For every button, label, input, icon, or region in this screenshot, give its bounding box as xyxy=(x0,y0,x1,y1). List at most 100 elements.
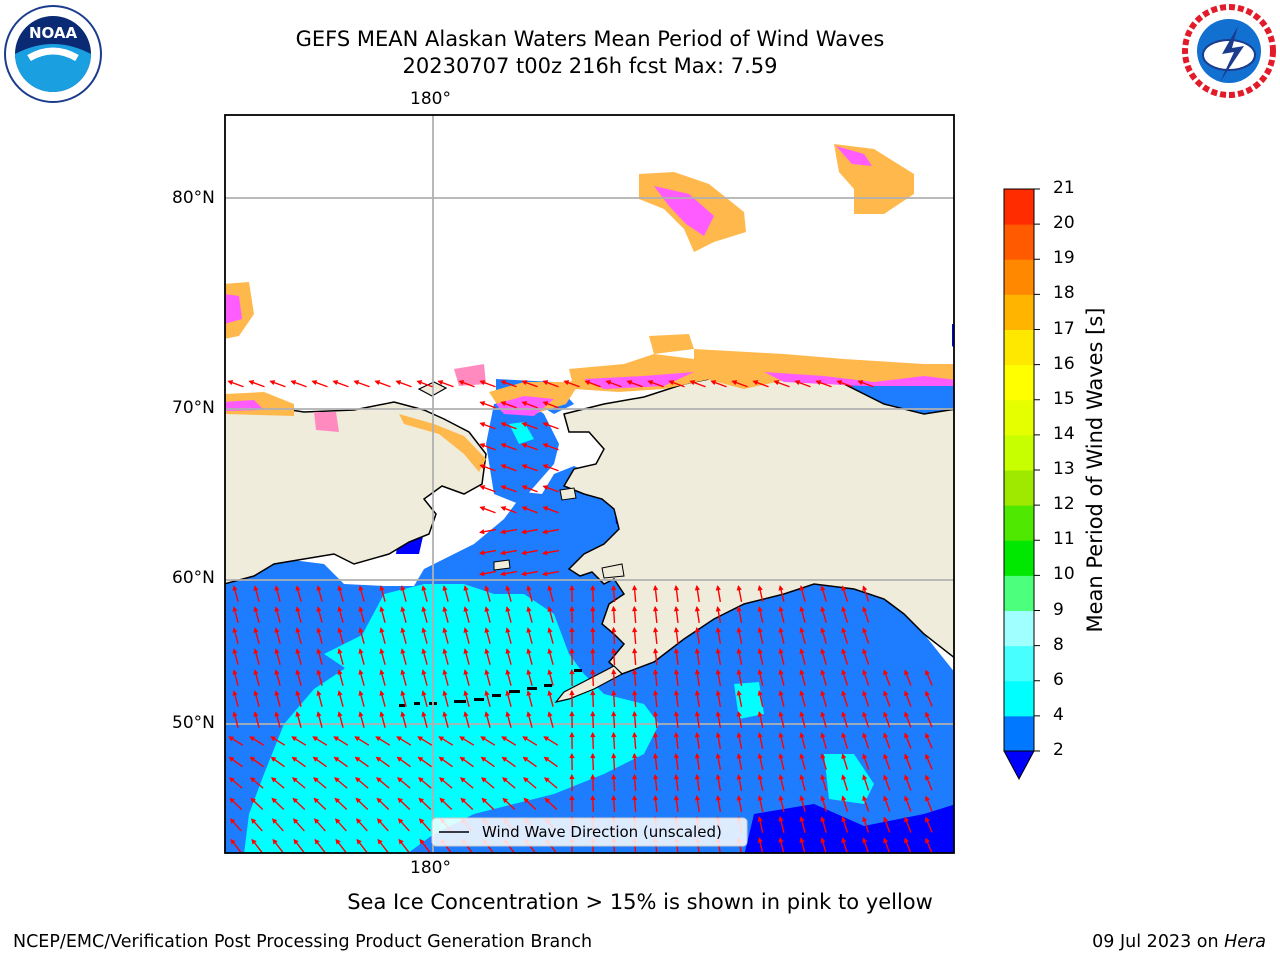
gridlines xyxy=(225,115,954,853)
wind-arrow-head xyxy=(715,585,721,591)
svg-text:NOAA: NOAA xyxy=(29,24,78,42)
wind-arrow-head xyxy=(757,690,763,696)
wind-arrow-head xyxy=(841,690,847,697)
wind-arrow-head xyxy=(694,795,701,801)
wind-arrow-head xyxy=(335,838,341,845)
wind-arrow-head xyxy=(590,752,596,759)
wind-arrow-head xyxy=(632,668,638,675)
wind-arrow-head xyxy=(862,774,868,781)
wind-arrow-head xyxy=(778,816,784,822)
wind-arrow-head xyxy=(715,606,721,612)
wind-arrow-head xyxy=(652,605,659,612)
wind-arrow-head xyxy=(862,753,868,760)
wind-arrow-head xyxy=(397,797,403,804)
wind-arrow-head xyxy=(673,647,680,654)
wind-arrow-head xyxy=(479,380,486,386)
wind-arrow-head xyxy=(647,380,654,386)
wind-arrow-head xyxy=(376,777,382,783)
wind-arrow-head xyxy=(673,752,680,759)
wind-arrow-head xyxy=(484,711,490,717)
wind-arrow-head xyxy=(479,401,486,407)
wind-arrow-head xyxy=(253,648,259,654)
wind-arrow-head xyxy=(295,606,301,612)
wind-arrow-head xyxy=(883,690,889,697)
wind-arrow-head xyxy=(505,648,511,654)
wind-arrow-head xyxy=(736,795,742,801)
wind-arrow-head xyxy=(251,838,257,845)
wind-arrow-head xyxy=(543,736,550,742)
wind-arrow-head xyxy=(694,753,701,759)
wind-arrow-head xyxy=(312,736,319,742)
wind-arrow-head xyxy=(862,585,868,592)
wind-arrow-head xyxy=(542,422,549,428)
wind-arrow-head xyxy=(820,732,826,738)
wind-arrow-head xyxy=(442,669,448,675)
wind-arrow-head xyxy=(673,794,680,801)
wind-arrow-head xyxy=(757,753,763,759)
wind-arrow-head xyxy=(841,816,847,823)
wind-arrow-head xyxy=(295,711,301,717)
wind-arrow-head xyxy=(337,690,343,696)
wind-arrow-head xyxy=(316,606,322,612)
wind-arrow-head xyxy=(820,837,826,843)
colorbar-tick-label: 21 xyxy=(1053,178,1075,198)
wind-arrow-head xyxy=(652,773,659,780)
wind-arrow-head xyxy=(358,690,364,696)
wind-arrow-head xyxy=(611,647,617,654)
wind-arrow-head xyxy=(799,774,805,780)
wind-arrow-head xyxy=(862,690,868,697)
wind-arrow-head xyxy=(542,529,548,535)
colorbar-segment xyxy=(1004,680,1034,717)
wind-arrow-head xyxy=(271,777,277,783)
colorbar-segment xyxy=(1004,645,1034,682)
wind-arrow-head xyxy=(569,773,575,780)
wind-arrow-head xyxy=(799,585,805,591)
colorbar-segment xyxy=(1004,610,1034,647)
wind-arrow-head xyxy=(925,774,930,781)
wind-arrow-head xyxy=(778,627,784,633)
wind-arrow-head xyxy=(479,506,486,512)
wind-arrow-head xyxy=(820,753,826,759)
wind-arrow-head xyxy=(500,571,506,577)
wind-arrow-head xyxy=(820,606,826,612)
wind-arrow-head xyxy=(547,711,553,717)
wind-arrow-head xyxy=(442,606,448,612)
wind-arrow-head xyxy=(542,485,549,491)
colorbar-segment xyxy=(1004,505,1034,541)
wind-arrow-head xyxy=(542,571,548,577)
wind-arrow-head xyxy=(358,627,364,633)
wind-arrow-head xyxy=(736,585,742,591)
wind-arrow-head xyxy=(542,550,548,556)
wind-arrow-head xyxy=(459,736,466,742)
wind-arrow-head xyxy=(925,816,930,823)
wind-arrow-head xyxy=(249,736,256,742)
sea-ice xyxy=(225,144,954,472)
wind-arrow-head xyxy=(379,606,385,612)
wind-arrow-head xyxy=(379,585,385,591)
wind-arrow-head xyxy=(547,585,553,591)
wind-arrow-head xyxy=(757,795,763,801)
colorbar-tick-label: 11 xyxy=(1053,529,1075,550)
wind-arrow-head xyxy=(715,774,721,780)
wind-arrow-head xyxy=(542,506,549,512)
wind-arrow-head xyxy=(521,529,527,535)
wind-arrow-head xyxy=(569,731,575,738)
wind-arrow-head xyxy=(459,756,466,762)
wind-arrow-head xyxy=(295,585,301,591)
wind-arrow-head xyxy=(611,710,617,717)
wind-arrow-head xyxy=(250,818,257,824)
wind-arrow-head xyxy=(925,753,930,760)
wind-arrow-head xyxy=(925,732,930,739)
wind-arrow-head xyxy=(815,380,822,386)
wind-arrow-head xyxy=(757,606,763,612)
wind-arrow-head xyxy=(694,648,701,654)
wind-arrow-head xyxy=(250,777,256,783)
wind-arrow-head xyxy=(355,818,362,824)
wind-arrow-head xyxy=(590,668,596,675)
wind-arrow-head xyxy=(358,711,364,717)
wind-arrow-head xyxy=(526,606,532,612)
wind-arrow-head xyxy=(269,380,276,386)
wind-arrow-head xyxy=(274,606,280,612)
wind-arrow-head xyxy=(757,669,763,675)
wind-arrow-head xyxy=(632,584,638,591)
